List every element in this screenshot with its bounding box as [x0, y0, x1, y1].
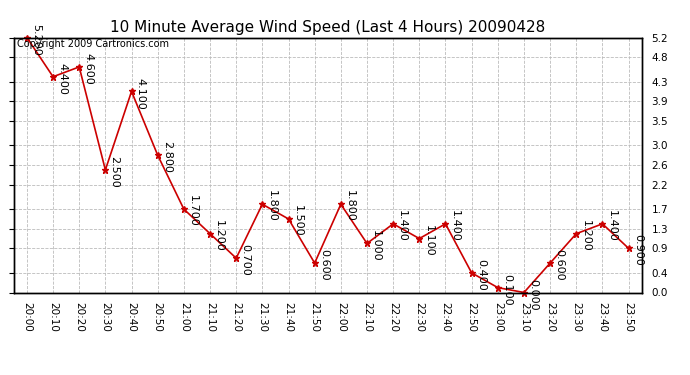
Text: 1.500: 1.500: [293, 205, 303, 237]
Text: 4.400: 4.400: [57, 63, 67, 95]
Text: 0.700: 0.700: [240, 244, 250, 276]
Text: 1.400: 1.400: [397, 210, 407, 242]
Text: 1.700: 1.700: [188, 195, 198, 227]
Text: 1.800: 1.800: [266, 190, 277, 222]
Text: 4.100: 4.100: [136, 78, 146, 109]
Text: 0.900: 0.900: [633, 234, 643, 266]
Text: 2.800: 2.800: [162, 141, 172, 173]
Text: 1.200: 1.200: [580, 220, 591, 252]
Text: 5.200: 5.200: [31, 24, 41, 56]
Text: 0.600: 0.600: [319, 249, 329, 281]
Text: 0.100: 0.100: [502, 274, 512, 305]
Text: 2.500: 2.500: [110, 156, 119, 188]
Text: 1.400: 1.400: [450, 210, 460, 242]
Text: 0.000: 0.000: [528, 279, 538, 310]
Text: Copyright 2009 Cartronics.com: Copyright 2009 Cartronics.com: [17, 39, 169, 49]
Text: 4.600: 4.600: [83, 53, 93, 85]
Text: 1.100: 1.100: [424, 225, 433, 256]
Text: 0.400: 0.400: [476, 259, 486, 291]
Text: 1.400: 1.400: [607, 210, 617, 242]
Text: 1.000: 1.000: [371, 230, 381, 261]
Text: 1.800: 1.800: [345, 190, 355, 222]
Text: 0.600: 0.600: [554, 249, 564, 281]
Text: 1.200: 1.200: [214, 220, 224, 252]
Title: 10 Minute Average Wind Speed (Last 4 Hours) 20090428: 10 Minute Average Wind Speed (Last 4 Hou…: [110, 20, 545, 35]
